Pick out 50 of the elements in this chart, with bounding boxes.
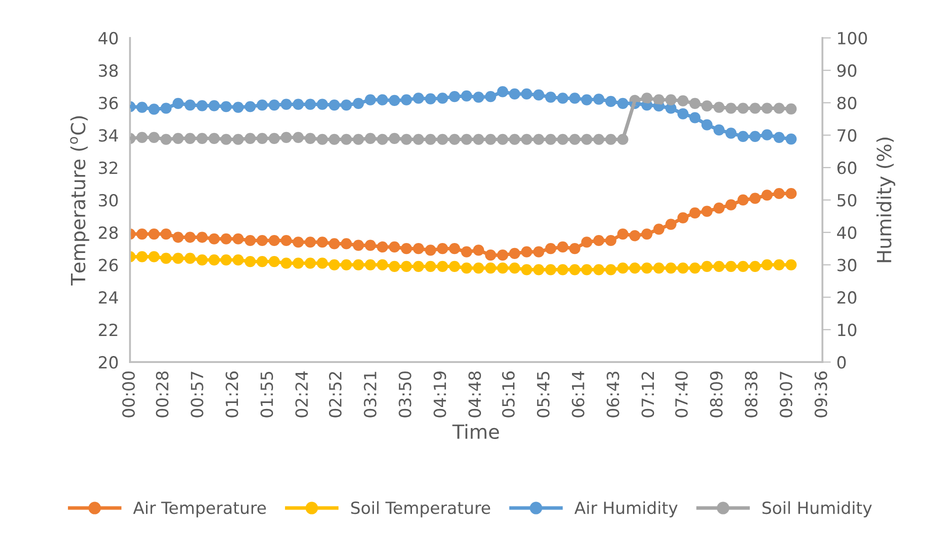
x-tick-label: 08:09 [710,372,723,418]
legend-label: Soil Humidity [762,501,872,518]
y2-tick-label: 40 [837,226,856,239]
x-axis-title: Time [452,424,499,440]
y-tick-label: 22 [98,324,118,336]
y2-tick-label: 30 [838,258,856,272]
y-tick-label: 26 [98,258,118,272]
legend-label: Soil Temperature [351,501,490,518]
y-tick-label: 20 [98,356,118,369]
y2-tick-label: 80 [837,96,856,110]
x-tick-label: 00:00 [122,371,135,418]
x-tick-label: 05:45 [536,372,550,418]
y2-tick-label: 100 [838,32,867,44]
legend-label: Air Temperature [133,501,266,518]
x-tick-label: 02:24 [295,371,308,418]
x-tick-label: 02:52 [328,372,342,418]
y2-tick-label: 90 [837,64,856,77]
x-tick-label: 07:40 [675,371,688,418]
x-tick-label: 03:21 [364,372,376,418]
x-tick-label: 01:55 [260,372,274,418]
y2-tick-label: 10 [838,324,856,336]
y2-tick-label: 50 [838,194,856,207]
x-tick-label: 08:38 [744,372,758,418]
y-axis-title: Temperature ($^{o}$C) [70,116,90,286]
y2-tick-label: 70 [838,129,856,142]
x-tick-label: 05:16 [502,371,515,418]
y-tick-label: 38 [98,64,118,77]
x-tick-label: 06:43 [606,372,620,418]
x-tick-label: 06:14 [572,371,584,418]
legend-label: Air Humidity [574,501,678,518]
y2-tick-label: 60 [837,162,856,174]
x-tick-label: 04:19 [434,372,446,418]
y-tick-label: 36 [98,96,118,110]
x-tick-label: 09:36 [814,371,828,418]
x-tick-label: 00:57 [190,372,204,418]
x-tick-label: 03:50 [398,371,412,418]
y-tick-label: 32 [98,162,118,174]
x-tick-label: 07:12 [642,372,654,418]
x-tick-label: 09:07 [780,372,792,418]
y-tick-label: 34 [98,129,118,142]
y2-tick-label: 20 [837,291,856,304]
y-tick-label: 28 [98,226,118,239]
x-tick-label: 01:26 [226,371,238,418]
y2-tick-label: 0 [837,356,846,369]
y-tick-label: 40 [98,32,118,44]
x-tick-label: 00:28 [156,372,168,418]
y-tick-label: 24 [98,291,118,304]
x-tick-label: 04:48 [468,372,482,418]
y-tick-label: 30 [98,194,118,207]
y2-axis-title: Humidity (%) [876,138,896,262]
